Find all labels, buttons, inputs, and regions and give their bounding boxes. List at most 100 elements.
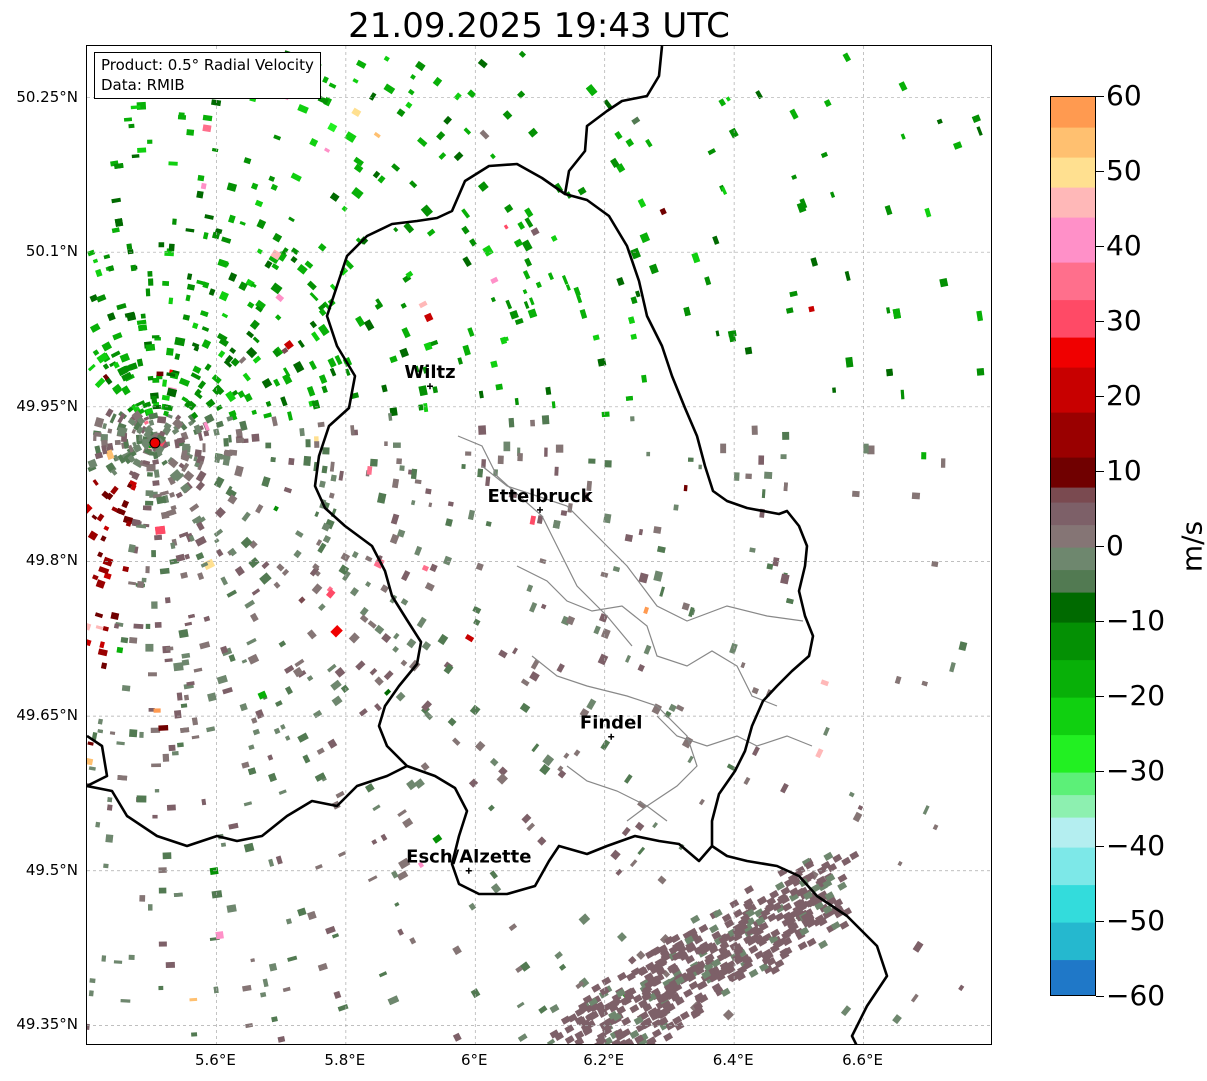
velocity-echo xyxy=(381,384,388,393)
velocity-echo xyxy=(796,902,807,912)
velocity-echo xyxy=(356,59,367,69)
velocity-echo xyxy=(661,1000,672,1010)
velocity-echo xyxy=(331,695,343,707)
velocity-echo xyxy=(161,459,168,466)
velocity-echo xyxy=(762,932,773,943)
lon-tick-label: 6°E xyxy=(461,1051,488,1069)
lon-tick-label: 5.6°E xyxy=(195,1051,236,1069)
velocity-echo xyxy=(405,101,413,109)
velocity-echo xyxy=(372,804,381,812)
velocity-echo xyxy=(751,746,760,757)
velocity-echo xyxy=(597,653,609,666)
velocity-echo xyxy=(521,813,532,824)
velocity-echo xyxy=(402,817,414,829)
velocity-echo xyxy=(100,535,107,542)
velocity-echo xyxy=(601,976,612,986)
velocity-echo xyxy=(687,755,694,764)
velocity-echo xyxy=(128,954,135,960)
velocity-echo xyxy=(214,456,221,464)
radar-map[interactable]: Wiltz Ettelbruck Findel Esch/Alzette xyxy=(86,45,992,1045)
velocity-echo xyxy=(364,783,375,793)
velocity-echo xyxy=(280,396,288,407)
velocity-echo xyxy=(142,401,152,409)
velocity-echo xyxy=(389,533,400,545)
velocity-echo xyxy=(976,126,983,136)
velocity-echo xyxy=(97,718,104,725)
velocity-echo xyxy=(758,921,769,932)
velocity-echo xyxy=(180,482,191,494)
velocity-echo xyxy=(322,447,330,455)
velocity-echo xyxy=(367,620,377,629)
velocity-echo xyxy=(514,397,519,406)
velocity-echo xyxy=(255,299,266,311)
velocity-echo xyxy=(557,765,564,772)
velocity-echo xyxy=(530,658,540,670)
colorbar-tick-label: −10 xyxy=(1106,604,1166,637)
velocity-echo xyxy=(423,341,433,351)
velocity-echo xyxy=(782,936,793,947)
velocity-echo xyxy=(758,962,769,972)
velocity-echo xyxy=(629,1029,640,1039)
velocity-echo xyxy=(784,878,794,888)
velocity-echo xyxy=(772,940,783,950)
velocity-echo xyxy=(145,500,154,506)
velocity-echo xyxy=(215,548,224,557)
velocity-echo xyxy=(166,372,176,377)
velocity-echo xyxy=(315,539,323,547)
velocity-echo xyxy=(541,415,550,425)
velocity-echo xyxy=(781,930,792,940)
velocity-echo xyxy=(246,330,255,339)
colorbar-segment xyxy=(1051,959,1095,995)
velocity-echo xyxy=(782,946,793,956)
velocity-echo xyxy=(128,581,137,586)
velocity-echo xyxy=(659,586,665,597)
lat-tick-label: 49.8°N xyxy=(25,551,78,570)
velocity-echo xyxy=(617,932,627,942)
velocity-echo xyxy=(795,898,806,908)
velocity-echo xyxy=(121,385,131,396)
velocity-echo xyxy=(245,347,258,359)
velocity-echo xyxy=(604,460,612,468)
velocity-echo xyxy=(328,82,337,89)
colorbar-tick xyxy=(1096,996,1104,997)
velocity-echo xyxy=(845,356,854,368)
velocity-echo xyxy=(169,469,183,482)
velocity-echo xyxy=(197,572,205,581)
velocity-echo xyxy=(342,570,351,582)
velocity-echo xyxy=(817,917,828,927)
velocity-echo xyxy=(651,703,662,715)
velocity-echo xyxy=(422,366,429,374)
velocity-echo xyxy=(113,454,119,462)
velocity-echo xyxy=(463,127,472,135)
velocity-echo xyxy=(275,855,283,865)
velocity-echo xyxy=(97,551,104,558)
velocity-echo xyxy=(524,217,534,228)
velocity-echo xyxy=(352,78,359,84)
colorbar-segment xyxy=(1051,847,1095,886)
velocity-echo xyxy=(517,453,523,462)
velocity-echo xyxy=(148,278,154,286)
velocity-echo xyxy=(418,385,428,397)
velocity-echo xyxy=(265,400,272,407)
velocity-echo xyxy=(911,492,921,500)
velocity-echo xyxy=(728,127,739,139)
velocity-echo xyxy=(327,122,338,133)
velocity-echo xyxy=(358,708,368,717)
velocity-echo xyxy=(152,480,160,487)
velocity-echo xyxy=(409,180,418,189)
velocity-echo xyxy=(185,228,195,233)
velocity-echo xyxy=(116,741,125,746)
velocity-echo xyxy=(496,773,508,785)
velocity-echo xyxy=(674,1021,685,1031)
velocity-echo xyxy=(184,553,191,560)
velocity-echo xyxy=(679,1010,690,1021)
colorbar-segment xyxy=(1051,367,1095,413)
velocity-echo xyxy=(632,993,643,1004)
velocity-echo xyxy=(791,877,802,887)
velocity-echo xyxy=(478,425,487,435)
velocity-echo xyxy=(242,984,252,992)
velocity-echo xyxy=(151,601,158,609)
country-borders xyxy=(87,46,889,1044)
velocity-echo xyxy=(672,982,683,993)
velocity-echo xyxy=(754,950,765,960)
